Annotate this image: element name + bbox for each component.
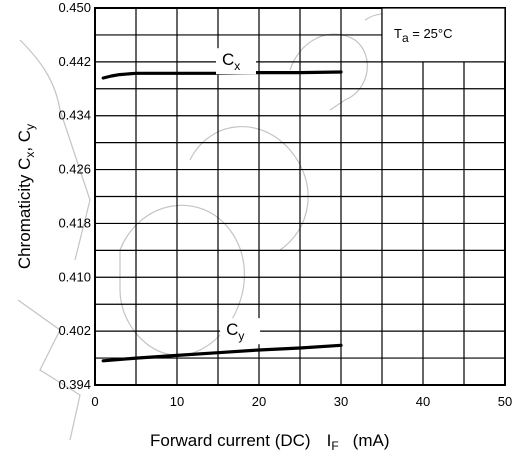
condition-rest: = 25°C: [409, 26, 453, 41]
series-label-sub: y: [238, 329, 244, 343]
y-tick-label: 0.410: [58, 269, 91, 284]
watermark-stroke: [17, 299, 81, 441]
series-label-cy: Cy: [226, 320, 244, 343]
y-axis-label-sub-x: x: [23, 152, 37, 158]
series-line-cy: [101, 343, 343, 363]
y-axis-label-sep: , C: [15, 130, 34, 152]
y-tick-label: 0.434: [58, 108, 91, 123]
series-label-background: [220, 318, 261, 345]
x-tick-label: 0: [91, 394, 98, 409]
watermark-stroke: [119, 204, 245, 356]
x-tick-label: 40: [416, 394, 430, 409]
series-label-main: C: [222, 50, 234, 69]
watermark-stroke: [59, 109, 91, 261]
y-tick-label: 0.402: [58, 323, 91, 338]
series-label-sub: x: [234, 59, 240, 73]
y-tick-label: 0.442: [58, 54, 91, 69]
series-label-background: [216, 48, 256, 75]
plot-frame: [94, 7, 506, 386]
series-line-cx: [101, 70, 343, 80]
y-tick-label: 0.418: [58, 215, 91, 230]
x-tick-labels: 0 10 20 30 40 50: [91, 394, 512, 409]
y-axis-label-main: Chromaticity C: [15, 158, 34, 269]
x-axis-label-symbol: I: [327, 431, 332, 450]
watermark-stroke: [189, 126, 309, 251]
x-axis-label-unit: (mA): [353, 431, 390, 450]
y-axis-label: Chromaticity Cx, Cy: [15, 124, 37, 269]
x-axis-label-main: Forward current (DC): [150, 431, 311, 450]
condition-label: Ta = 25°C: [394, 26, 453, 45]
y-tick-label: 0.450: [58, 0, 91, 15]
condition-main: T: [394, 26, 402, 41]
series-label-cx: Cx: [222, 50, 240, 73]
watermark-stroke: [19, 39, 61, 111]
x-tick-label: 30: [334, 394, 348, 409]
y-tick-labels: 0.394 0.402 0.410 0.418 0.426 0.434 0.442 0.450: [58, 0, 91, 392]
y-axis-label-sub-y: y: [23, 124, 37, 130]
x-tick-label: 50: [498, 394, 512, 409]
x-axis-label-symbol-sub: F: [331, 439, 338, 453]
watermark-stroke: [289, 33, 368, 111]
x-tick-label: 10: [170, 394, 184, 409]
x-tick-label: 20: [252, 394, 266, 409]
condition-sub: a: [402, 31, 409, 45]
series-lines: [101, 70, 343, 363]
series-label-main: C: [226, 320, 238, 339]
y-tick-label: 0.394: [58, 377, 91, 392]
grid: [95, 8, 505, 385]
y-tick-label: 0.426: [58, 162, 91, 177]
condition-box: [381, 7, 506, 63]
x-axis-label: Forward current (DC) IF (mA): [150, 431, 390, 453]
